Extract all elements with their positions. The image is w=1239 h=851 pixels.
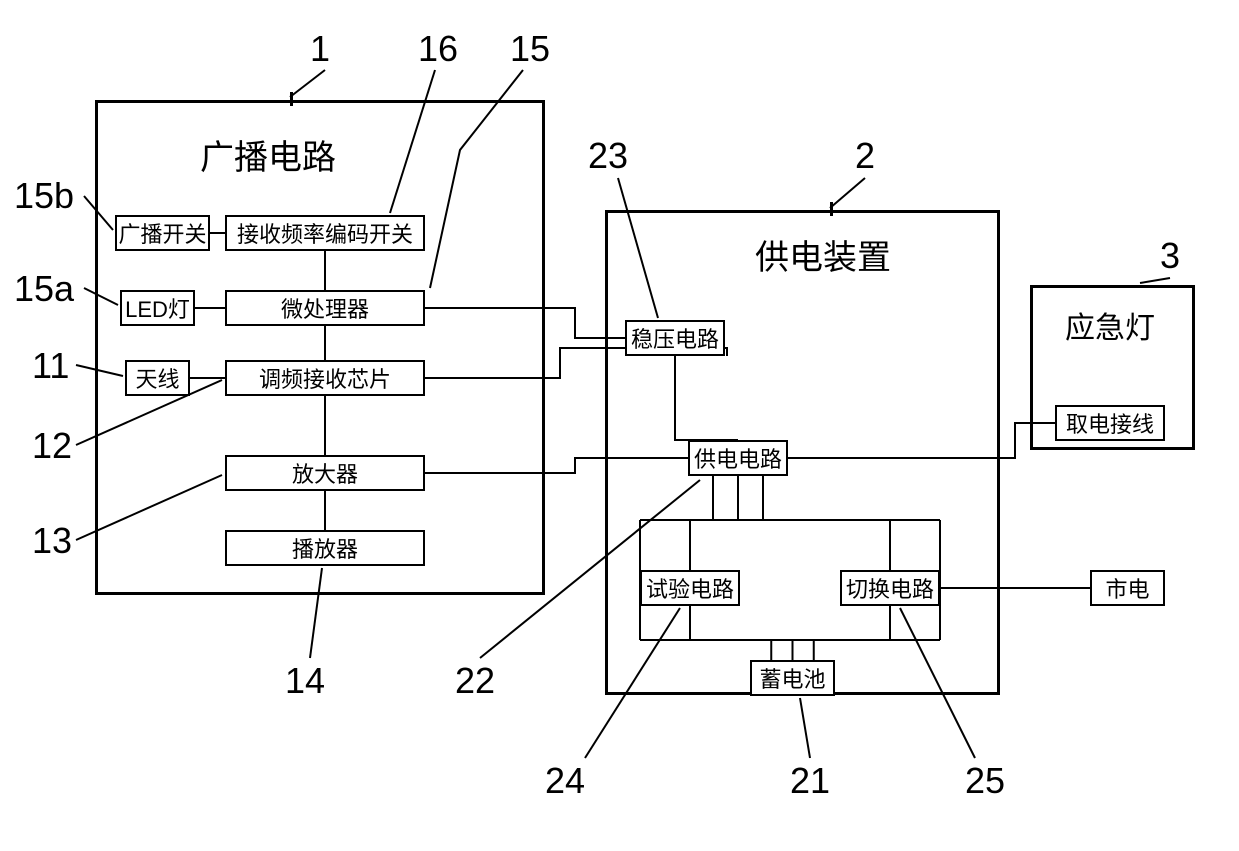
tick-1 [290, 92, 293, 106]
power-supply-container [605, 210, 1000, 695]
callout-12: 12 [32, 425, 72, 467]
node-freq-code-switch: 接收频率编码开关 [225, 215, 425, 251]
node-mains: 市电 [1090, 570, 1165, 606]
callout-21: 21 [790, 760, 830, 802]
callout-23: 23 [588, 135, 628, 177]
callout-16: 16 [418, 28, 458, 70]
callout-2: 2 [855, 135, 875, 177]
emergency-light-title: 应急灯 [1065, 303, 1155, 347]
node-microprocessor: 微处理器 [225, 290, 425, 326]
callout-24: 24 [545, 760, 585, 802]
callout-11: 11 [32, 345, 69, 387]
node-switch-circuit: 切换电路 [840, 570, 940, 606]
callout-15: 15 [510, 28, 550, 70]
callout-15b: 15b [14, 175, 74, 217]
node-fm-receiver-chip: 调频接收芯片 [225, 360, 425, 396]
node-power-supply-ckt: 供电电路 [688, 440, 788, 476]
node-power-tap-wiring: 取电接线 [1055, 405, 1165, 441]
power-supply-title: 供电装置 [755, 230, 891, 279]
broadcast-circuit-title: 广播电路 [200, 130, 336, 179]
node-voltage-regulator: 稳压电路 [625, 320, 725, 356]
callout-15a: 15a [14, 268, 74, 310]
callout-1: 1 [310, 28, 330, 70]
node-antenna: 天线 [125, 360, 190, 396]
tick-2 [830, 202, 833, 216]
node-test-circuit: 试验电路 [640, 570, 740, 606]
node-broadcast-switch: 广播开关 [115, 215, 210, 251]
node-battery: 蓄电池 [750, 660, 835, 696]
node-player: 播放器 [225, 530, 425, 566]
node-amplifier: 放大器 [225, 455, 425, 491]
node-led: LED灯 [120, 290, 195, 326]
callout-3: 3 [1160, 235, 1180, 277]
callout-14: 14 [285, 660, 325, 702]
callout-13: 13 [32, 520, 72, 562]
callout-25: 25 [965, 760, 1005, 802]
callout-22: 22 [455, 660, 495, 702]
